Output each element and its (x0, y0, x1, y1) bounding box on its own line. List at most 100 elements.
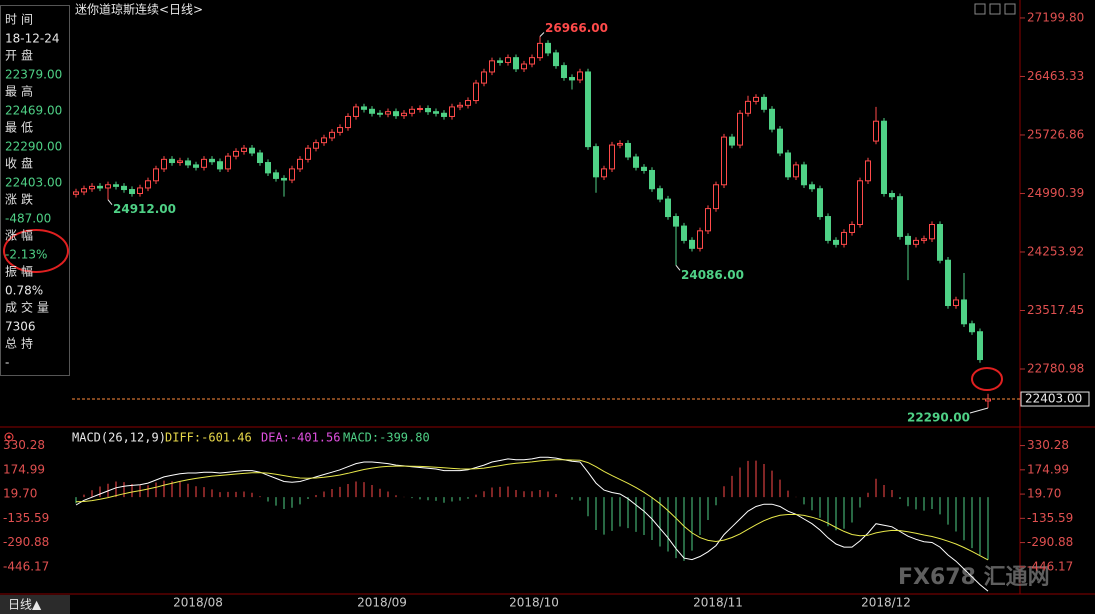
y-tick-label: 22780.98 (1027, 361, 1084, 375)
candle-body (849, 223, 855, 233)
candle-body (473, 82, 479, 102)
tool-button[interactable] (1004, 3, 1016, 15)
candle-body (441, 112, 447, 117)
watermark: FX678 汇通网 (898, 565, 1050, 590)
highlight-circle (3, 229, 69, 273)
period-tab[interactable]: 日线▲ (8, 598, 42, 612)
candle-body (897, 196, 903, 237)
candle-body (97, 185, 103, 189)
candle-body (961, 299, 967, 325)
candle-body (281, 177, 287, 181)
candle-body (417, 108, 423, 111)
candle-body (977, 331, 983, 361)
candle-body (697, 230, 703, 249)
y-tick-label-left: -135.59 (3, 511, 49, 525)
y-tick-label-left: -290.88 (3, 535, 49, 549)
candle-body (545, 42, 551, 54)
candle-body (745, 100, 751, 114)
candle-body (729, 136, 735, 146)
candle-body (481, 71, 487, 84)
y-tick-label: 24253.92 (1027, 244, 1084, 258)
candle-body (217, 161, 223, 170)
candle-body (161, 158, 167, 170)
candle-body (785, 152, 791, 178)
candle-body (433, 111, 439, 114)
candle-body (369, 108, 375, 114)
legend-entry: DIFF:-601.46 (165, 431, 252, 445)
candle-body (913, 239, 919, 245)
candle-body (257, 152, 263, 164)
y-tick-label: -290.88 (1027, 535, 1073, 549)
annotation-label: 26966.00 (545, 21, 608, 35)
candle-body (689, 239, 695, 249)
candle-body (537, 42, 543, 59)
x-tick-label: 2018/08 (173, 596, 223, 610)
candle-body (169, 158, 175, 164)
candle-body (209, 158, 215, 163)
candle-body (801, 164, 807, 186)
candle-body (969, 323, 975, 333)
candle-body (409, 108, 415, 114)
candle-body (345, 115, 351, 129)
candle-body (81, 188, 87, 193)
candle-body (865, 160, 871, 182)
candle-body (937, 223, 943, 261)
tool-button[interactable] (974, 3, 986, 15)
candle-body (857, 180, 863, 225)
candle-body (313, 142, 319, 149)
y-tick-label: 26463.33 (1027, 69, 1084, 83)
candle-body (377, 112, 383, 115)
candle-body (177, 160, 183, 164)
toolbar[interactable] (974, 3, 1016, 15)
candle-body (593, 146, 599, 178)
y-tick-label-left: -446.17 (3, 559, 49, 573)
candle-body (929, 223, 935, 240)
macd-line (75, 456, 989, 592)
annotation-label: 24086.00 (681, 268, 744, 282)
y-tick-label: 27199.80 (1027, 10, 1084, 24)
candle-body (953, 299, 959, 307)
candle-body (145, 180, 151, 189)
info-label: 最低 (5, 121, 37, 135)
candle-body (305, 147, 311, 160)
x-tick-label: 2018/09 (357, 596, 407, 610)
indicator-icon-dot (7, 435, 11, 439)
x-tick-label: 2018/12 (861, 596, 911, 610)
info-label: 总持 (5, 336, 37, 351)
candle-body (489, 60, 495, 73)
candle-body (705, 208, 711, 232)
period-tab-bg[interactable] (0, 595, 70, 614)
candle-body (393, 111, 399, 117)
candle-body (289, 168, 295, 181)
candle-body (777, 128, 783, 154)
candle-body (793, 164, 799, 178)
tool-button[interactable] (989, 3, 1001, 15)
candle-body (249, 147, 255, 154)
candle-body (681, 225, 687, 241)
last-price-label: 22403.00 (1025, 392, 1082, 406)
candle-body (649, 169, 655, 190)
x-tick-label: 2018/11 (693, 596, 743, 610)
candle-body (465, 100, 471, 106)
candle-body (497, 60, 503, 63)
candle-body (401, 112, 407, 117)
candle-body (129, 189, 135, 195)
last-price-box (1020, 391, 1090, 407)
indicator-icon[interactable] (4, 432, 14, 442)
chart-title: 迷你道琼斯连续<日线> (75, 2, 203, 17)
info-value: 22403.00 (5, 176, 62, 190)
candle-body (753, 96, 759, 102)
candle-body (561, 65, 567, 79)
info-label: 涨跌 (5, 192, 37, 207)
highlight-circle (971, 367, 1003, 391)
candle-body (513, 57, 519, 70)
info-label: 涨幅 (5, 228, 37, 243)
candle-body (265, 162, 271, 174)
annotation-label: 22290.00 (907, 410, 970, 424)
candle-body (505, 57, 511, 63)
candle-body (153, 168, 159, 182)
candle-body (817, 188, 823, 218)
y-tick-label: 24990.39 (1027, 186, 1084, 200)
legend-entry: DEA:-401.56 (261, 431, 340, 445)
